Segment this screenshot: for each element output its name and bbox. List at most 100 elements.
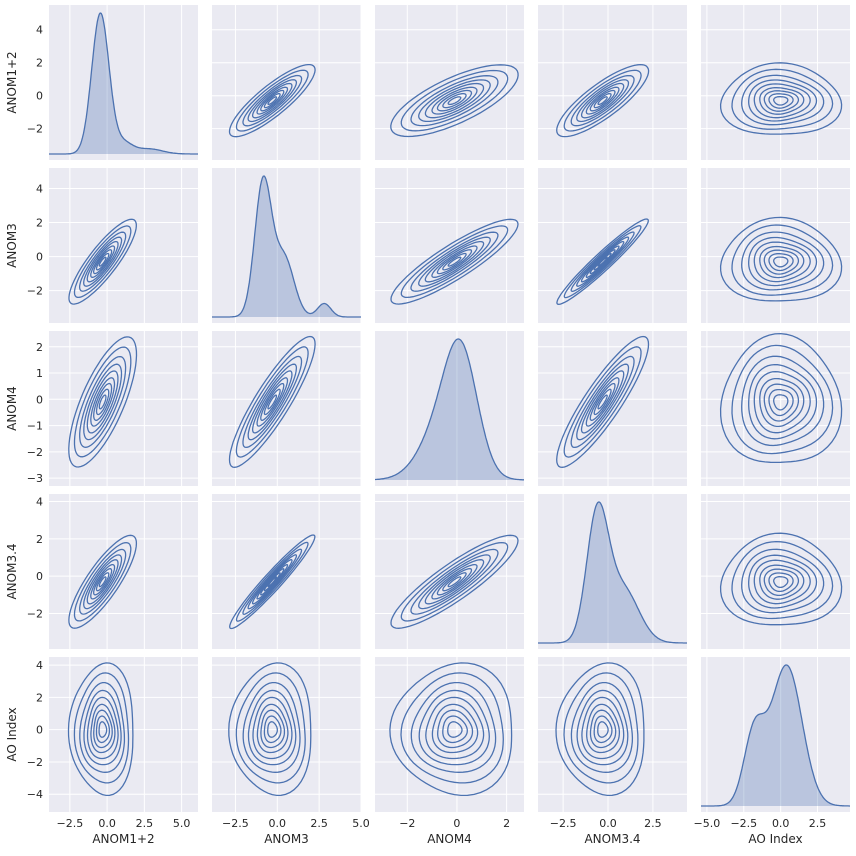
- kde-contour: [389, 662, 513, 797]
- kde-contour: [570, 231, 635, 292]
- kde-contour: [597, 256, 608, 267]
- kde-contour: [410, 681, 497, 773]
- kde-contour: [570, 681, 634, 773]
- y-tick-label: 0: [36, 570, 43, 583]
- kde-fill: [538, 502, 687, 643]
- kde-contour: [95, 572, 110, 592]
- kde-contour: [410, 75, 499, 127]
- panel-1-5: [701, 5, 850, 160]
- panel-background: [212, 657, 361, 812]
- kde-contour: [251, 82, 293, 119]
- kde-contour: [593, 388, 612, 416]
- kde-contour: [748, 236, 818, 287]
- kde-contour: [73, 346, 132, 458]
- panel-background: [538, 5, 687, 160]
- kde-contour: [556, 335, 650, 468]
- x-tick-label: 5.0: [352, 817, 370, 830]
- kde-contour: [768, 253, 794, 272]
- kde-contour: [98, 576, 107, 588]
- panel-background: [212, 331, 361, 486]
- kde-contour: [86, 696, 119, 760]
- panel-5-1: −2.5 0.0 2.5 5.0 ANOM1+2 −4 −2 0 2 4 AO Index: [5, 657, 198, 846]
- kde-contour: [763, 249, 800, 275]
- kde-contour: [576, 79, 630, 123]
- kde-contour: [252, 696, 293, 760]
- y-tick-label: −1: [27, 420, 43, 433]
- kde-contour: [753, 83, 811, 119]
- panel-background: [375, 331, 524, 486]
- kde-contour: [556, 63, 650, 138]
- panel-4-1: −2 0 2 4 ANOM3.4: [5, 494, 198, 649]
- kde-contour: [263, 93, 281, 109]
- panel-1-3: [375, 5, 524, 160]
- kde-contour: [235, 69, 309, 132]
- kde-contour: [589, 89, 616, 112]
- y-tick-label: 4: [36, 24, 43, 37]
- panel-4-4: [538, 494, 687, 649]
- kde-fill: [701, 665, 850, 806]
- kde-contour: [424, 82, 485, 119]
- kde-contour: [247, 363, 298, 441]
- kde-contour: [390, 534, 519, 629]
- kde-contour: [763, 90, 800, 112]
- kde-contour: [410, 548, 499, 615]
- x-tick-label: 2.5: [809, 817, 827, 830]
- y-axis-label: AO Index: [5, 707, 19, 761]
- kde-contour: [424, 559, 485, 605]
- x-tick-label: 5.0: [173, 817, 191, 830]
- kde-contour: [555, 662, 645, 797]
- y-tick-label: 2: [36, 533, 43, 546]
- panel-3-1: −3 −2 −1 0 1 2 ANOM4: [5, 331, 198, 486]
- kde-contour: [719, 532, 843, 626]
- x-tick-label: 0: [453, 817, 460, 830]
- kde-contour: [773, 256, 789, 268]
- kde-contour: [759, 564, 805, 600]
- kde-contour: [741, 548, 825, 614]
- panel-4-5: [701, 494, 850, 649]
- y-tick-label: 2: [36, 57, 43, 70]
- kde-contour: [563, 69, 642, 132]
- kde-contour: [95, 388, 110, 416]
- kde-contour: [436, 568, 473, 596]
- kde-contour: [447, 576, 462, 588]
- kde-contour: [597, 721, 609, 738]
- x-axis-label: ANOM1+2: [92, 832, 154, 846]
- panel-4-2: [212, 494, 362, 649]
- kde-contour: [73, 672, 130, 784]
- y-tick-label: 1: [36, 367, 43, 380]
- kde-contour: [263, 572, 281, 592]
- kde-contour: [768, 388, 794, 417]
- kde-contour: [92, 249, 113, 275]
- panel-5-2: −2.5 0.0 2.5 5.0 ANOM3: [212, 657, 370, 846]
- kde-contour: [442, 715, 468, 744]
- kde-contour: [768, 572, 794, 593]
- y-tick-label: −2: [27, 123, 43, 136]
- kde-contour: [563, 672, 639, 784]
- kde-contour: [256, 377, 289, 427]
- kde-contour: [400, 225, 509, 299]
- x-tick-label: 2.5: [136, 817, 154, 830]
- kde-contour: [585, 245, 620, 278]
- panel-2-3: [375, 168, 524, 323]
- kde-contour: [731, 540, 834, 620]
- kde-contour: [563, 225, 642, 299]
- kde-contour: [256, 563, 289, 600]
- panel-background: [375, 494, 524, 649]
- kde-contour: [83, 363, 123, 441]
- kde-contour: [580, 370, 625, 434]
- kde-contour: [260, 382, 285, 421]
- kde-contour: [90, 245, 116, 278]
- x-axis-label: AO Index: [748, 832, 802, 846]
- kde-curve: [375, 338, 524, 481]
- y-axis-label: ANOM1+2: [5, 51, 19, 113]
- panel-2-5: [701, 168, 850, 323]
- kde-contour: [593, 92, 612, 109]
- x-tick-label: −2.5: [550, 817, 577, 830]
- panel-background: [212, 168, 361, 323]
- panel-2-4: [538, 168, 687, 323]
- kde-contour: [581, 696, 625, 760]
- x-axis-label: ANOM3.4: [584, 832, 640, 846]
- y-axis-label: ANOM4: [5, 386, 19, 431]
- panel-1-4: [538, 5, 687, 160]
- kde-contour: [753, 241, 811, 283]
